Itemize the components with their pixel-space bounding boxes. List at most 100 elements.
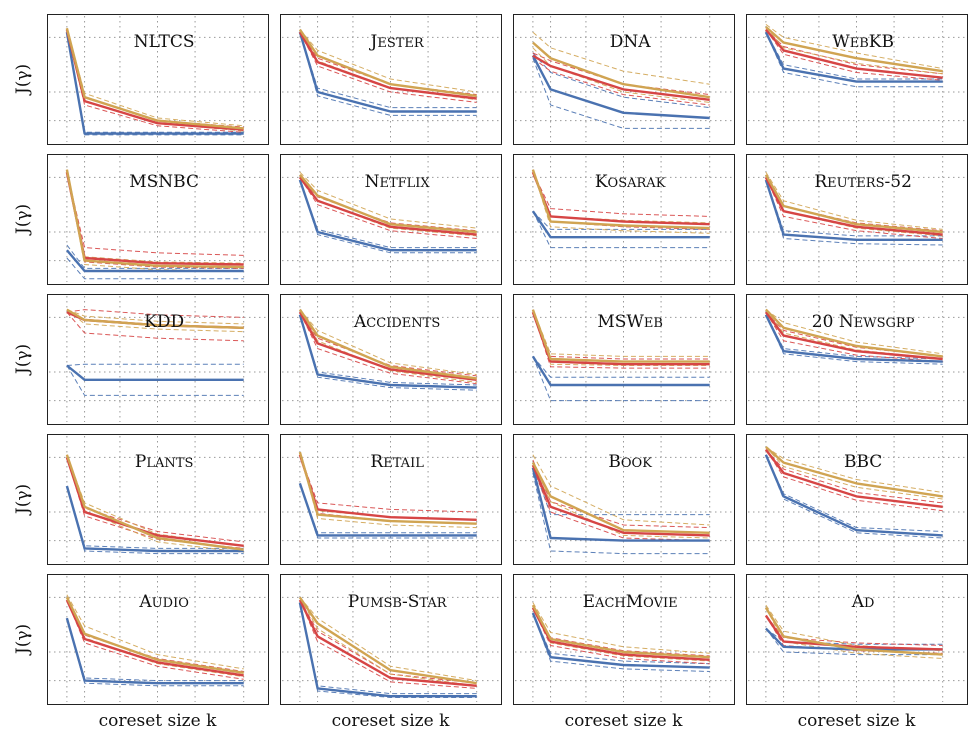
x-axis-label: coreset size k (798, 711, 917, 731)
series-red-upper-bound (532, 171, 710, 217)
series-gold-upper-bound (765, 446, 943, 493)
series-red-line (298, 31, 477, 100)
series-gold-line (765, 26, 943, 73)
y-axis-label: J(γ) (13, 204, 33, 236)
series-red-lower-bound (299, 311, 477, 385)
panel-msweb: MSWEB (513, 294, 735, 425)
series-blue-line (298, 179, 477, 252)
series-gold-upper-bound (299, 171, 477, 229)
series-blue-upper-bound (66, 485, 244, 549)
panel-title: MSNBC (129, 172, 199, 192)
series-gold-upper-bound (66, 309, 244, 325)
panel-title: BBC (844, 452, 882, 472)
series-blue-upper-bound (532, 612, 710, 665)
panel-audio: AUDIO (47, 574, 269, 705)
series-blue-line (531, 467, 710, 542)
series-gold-line (298, 451, 477, 525)
series-blue-line (531, 612, 710, 669)
series-blue-lower-bound (765, 628, 943, 656)
x-axis-label: coreset size k (99, 711, 218, 731)
panel-title: KDD (144, 312, 184, 332)
series-red-upper-bound (66, 172, 244, 256)
series-blue-line (764, 179, 943, 242)
series-red-lower-bound (299, 599, 477, 689)
series-gold-line (531, 169, 710, 230)
panel-title: KOSARAK (595, 172, 666, 192)
series-red-lower-bound (765, 29, 943, 81)
series-gold-upper-bound (66, 594, 244, 670)
series-blue-lower-bound (532, 210, 710, 249)
panel-frame (513, 574, 735, 705)
panel-title: BOOK (608, 452, 652, 472)
series-gold-line (65, 169, 244, 269)
series-blue-line (65, 485, 244, 553)
panel-accidents: ACCIDENTS (280, 294, 502, 425)
panel-plants: PLANTS (47, 434, 269, 565)
panel-title: PUMSB-STAR (348, 592, 448, 612)
panel-title: DNA (610, 32, 652, 52)
series-red-line (531, 607, 710, 661)
series-gold-lower-bound (765, 26, 943, 75)
series-gold-line (65, 596, 244, 674)
series-gold-upper-bound (532, 602, 710, 654)
series-blue-upper-bound (765, 454, 943, 532)
series-red-lower-bound (66, 599, 244, 680)
series-blue-upper-bound (66, 244, 244, 269)
series-gold-lower-bound (299, 174, 477, 237)
series-red-lower-bound (66, 29, 244, 133)
series-blue-upper-bound (532, 210, 710, 230)
series-blue-upper-bound (66, 618, 244, 682)
y-axis-label: J(γ) (13, 64, 33, 96)
series-blue-line (531, 355, 710, 387)
series-gold-line (298, 174, 477, 234)
series-gold-upper-bound (532, 454, 710, 526)
series-gold-line (66, 308, 244, 329)
series-red-line (532, 54, 710, 101)
series-gold-line (65, 454, 244, 551)
series-blue-lower-bound (532, 356, 710, 402)
series-blue-line (66, 364, 244, 381)
series-blue-lower-bound (66, 365, 244, 396)
series-red-line (298, 599, 477, 687)
series-blue-lower-bound (765, 179, 943, 246)
panel-netflix: NETFLIX (280, 154, 502, 285)
series-gold-line (65, 28, 244, 130)
panel-dna: DNA (513, 14, 735, 145)
series-gold-line (298, 28, 477, 98)
series-red-line (764, 311, 943, 361)
series-gold-line (531, 604, 710, 659)
panel-title: AD (851, 592, 875, 612)
series-blue-upper-bound (299, 32, 477, 109)
series-gold-lower-bound (532, 47, 710, 103)
series-blue-line (298, 314, 477, 389)
series-blue-upper-bound (532, 52, 710, 109)
series-red-line (65, 599, 244, 677)
series-gold-line (765, 308, 943, 358)
series-blue-line (531, 210, 710, 239)
series-red-line (298, 176, 477, 236)
series-blue-line (531, 55, 710, 120)
series-gold-lower-bound (66, 454, 244, 553)
series-red-line (764, 28, 943, 79)
series-red-lower-bound (66, 457, 244, 549)
panel-title: WEBKB (832, 32, 894, 52)
series-gold-line (764, 174, 943, 234)
panel-title: JESTER (369, 32, 425, 52)
series-red-upper-bound (765, 449, 943, 504)
panel-book: BOOK (513, 434, 735, 565)
panel-title: NETFLIX (365, 172, 431, 192)
series-blue-upper-bound (299, 314, 477, 386)
series-gold-upper-bound (532, 31, 710, 85)
series-red-upper-bound (765, 615, 943, 646)
series-blue-line (65, 617, 244, 685)
series-blue-line (764, 31, 943, 83)
series-blue-line (298, 31, 477, 113)
series-blue-line (65, 249, 244, 273)
panel-msnbc: MSNBC (47, 154, 269, 285)
series-blue-line (765, 627, 943, 651)
series-blue-upper-bound (66, 363, 244, 366)
panel-title: EACHMOVIE (583, 592, 678, 612)
series-gold-upper-bound (765, 23, 943, 70)
series-gold-line (532, 41, 710, 99)
